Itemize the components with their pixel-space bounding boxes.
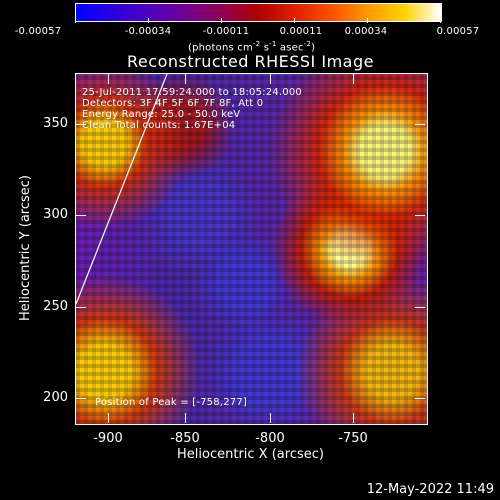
x-tick [353, 413, 354, 423]
x-tick [353, 74, 354, 84]
colorbar-tick [294, 18, 295, 23]
x-axis-label: Heliocentric X (arcsec) [177, 447, 324, 462]
x-tick [185, 413, 186, 423]
colorbar-tick [221, 18, 222, 23]
info-line: Energy Range: 25.0 - 50.0 keV [82, 109, 241, 120]
info-line: Detectors: 3F 4F 5F 6F 7F 8F, Att 0 [82, 98, 264, 109]
y-tick-label: 350 [43, 116, 68, 131]
y-tick [76, 307, 86, 308]
colorbar [75, 3, 442, 22]
x-tick-label: -850 [170, 431, 200, 446]
colorbar-tick [148, 18, 149, 23]
limb-line [76, 74, 168, 305]
x-tick [185, 74, 186, 84]
y-tick [415, 124, 425, 125]
colorbar-tick-label: 0.00011 [279, 26, 323, 37]
y-tick [415, 307, 425, 308]
info-line: Clean Total counts: 1.67E+04 [82, 120, 236, 131]
x-tick-label: -750 [338, 431, 368, 446]
y-tick [76, 215, 86, 216]
x-tick [108, 74, 109, 84]
peak-position: Position of Peak = [-758,277] [95, 397, 247, 408]
y-tick [76, 124, 86, 125]
colorbar-tick-label: -0.00011 [202, 26, 250, 37]
y-axis-label: Heliocentric Y (arcsec) [18, 175, 33, 321]
colorbar-tick [75, 18, 76, 23]
image-texture [76, 74, 427, 424]
colorbar-tick-label: -0.00057 [14, 26, 62, 37]
x-tick-label: -900 [93, 431, 123, 446]
info-line: 25-Jul-2011 17:59:24.000 to 18:05:24.000 [82, 87, 302, 98]
timestamp: 12-May-2022 11:49 [366, 482, 494, 497]
colorbar-units-exp: -2 [303, 40, 312, 48]
x-tick-label: -800 [255, 431, 285, 446]
colorbar-units-text: asec [276, 42, 304, 54]
y-tick-label: 300 [43, 207, 68, 222]
colorbar-tick-label: 0.00057 [436, 26, 480, 37]
colorbar-units-exp: -2 [252, 40, 261, 48]
rhessi-image [75, 73, 428, 425]
colorbar-units: (photons cm-2 s-1 asec-2) [188, 38, 315, 54]
y-tick [415, 398, 425, 399]
x-tick [270, 74, 271, 84]
colorbar-units-exp: -1 [269, 40, 277, 48]
colorbar-units-text: (photons cm [188, 42, 253, 54]
x-tick [108, 413, 109, 423]
colorbar-tick-label: 0.00034 [344, 26, 388, 37]
colorbar-tick [367, 18, 368, 23]
colorbar-tick-label: -0.00034 [124, 26, 172, 37]
y-tick-label: 200 [43, 390, 68, 405]
y-tick-label: 250 [43, 299, 68, 314]
y-tick [415, 215, 425, 216]
plot-title: Reconstructed RHESSI Image [127, 52, 374, 71]
colorbar-units-text: ) [311, 42, 316, 54]
x-tick [270, 413, 271, 423]
y-tick [76, 398, 86, 399]
colorbar-units-text: s [260, 42, 270, 54]
colorbar-tick [440, 18, 441, 23]
info-block: 25-Jul-2011 17:59:24.000 to 18:05:24.000… [82, 87, 302, 131]
